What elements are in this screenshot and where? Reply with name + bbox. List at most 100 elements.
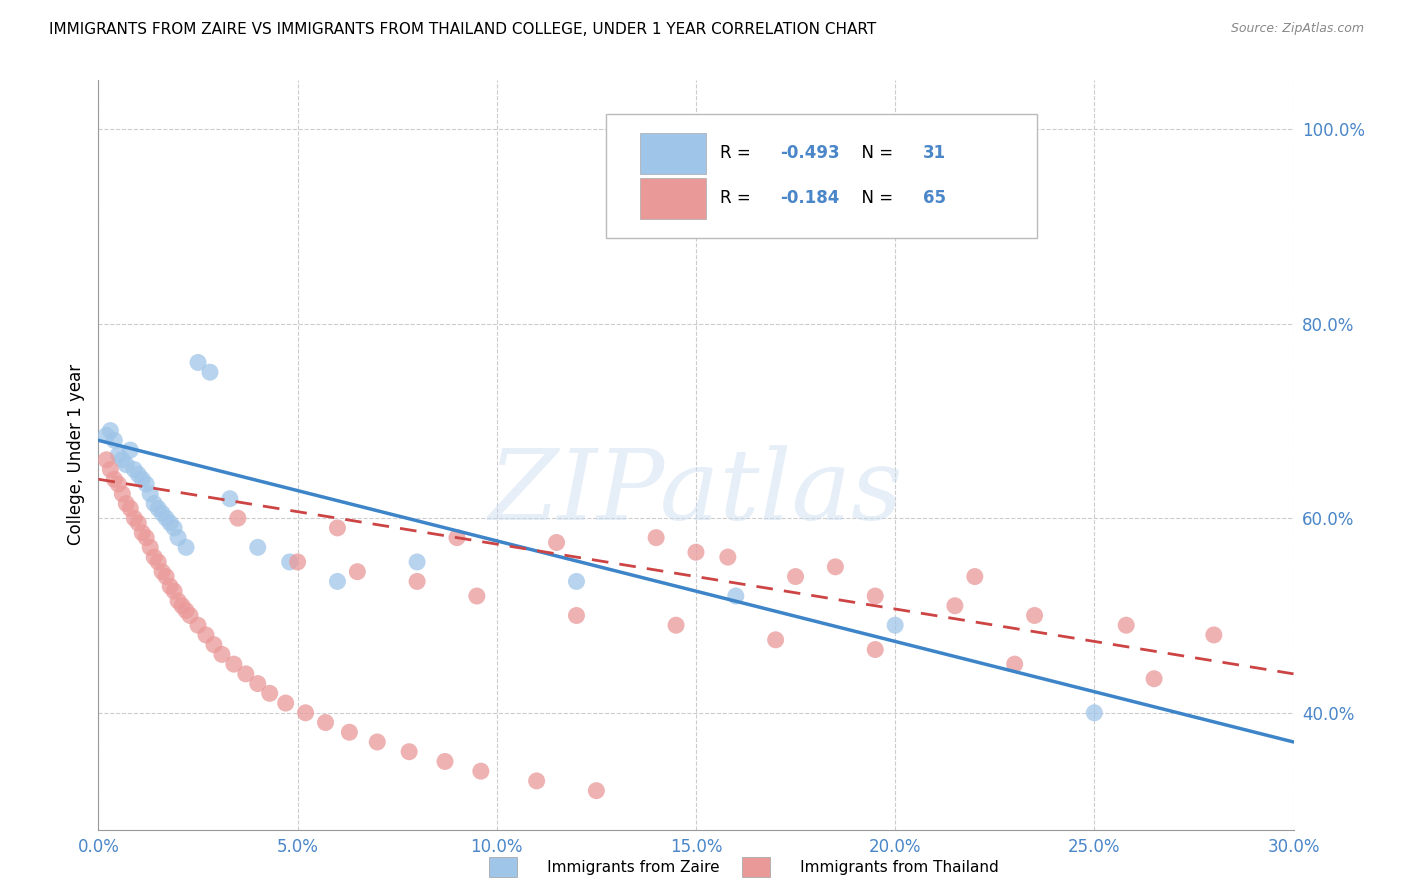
Point — [565, 574, 588, 589]
Point — [150, 506, 173, 520]
Point — [1143, 672, 1166, 686]
Point — [155, 511, 177, 525]
Point — [717, 550, 740, 565]
Point — [179, 608, 201, 623]
Point — [765, 632, 787, 647]
Text: Source: ZipAtlas.com: Source: ZipAtlas.com — [1230, 22, 1364, 36]
Point — [115, 458, 138, 472]
FancyBboxPatch shape — [640, 178, 706, 219]
Text: IMMIGRANTS FROM ZAIRE VS IMMIGRANTS FROM THAILAND COLLEGE, UNDER 1 YEAR CORRELAT: IMMIGRANTS FROM ZAIRE VS IMMIGRANTS FROM… — [49, 22, 876, 37]
Point — [159, 516, 181, 530]
Point — [1083, 706, 1105, 720]
Point — [159, 579, 181, 593]
Point — [406, 574, 429, 589]
Point — [111, 487, 134, 501]
FancyBboxPatch shape — [640, 133, 706, 174]
Point — [96, 428, 118, 442]
Point — [107, 448, 129, 462]
Point — [148, 501, 170, 516]
FancyBboxPatch shape — [606, 114, 1036, 237]
Point — [865, 589, 887, 603]
Point — [115, 497, 138, 511]
Point — [219, 491, 242, 506]
Point — [526, 773, 548, 788]
Point — [398, 745, 420, 759]
Point — [174, 541, 197, 555]
Point — [187, 618, 209, 632]
Point — [163, 521, 186, 535]
Point — [148, 555, 170, 569]
Point — [1004, 657, 1026, 672]
Point — [246, 676, 269, 690]
Text: Immigrants from Zaire: Immigrants from Zaire — [513, 860, 720, 874]
Text: -0.493: -0.493 — [780, 144, 839, 162]
Point — [174, 604, 197, 618]
Point — [963, 569, 986, 583]
Point — [294, 706, 316, 720]
Point — [943, 599, 966, 613]
Point — [259, 686, 281, 700]
Point — [585, 783, 607, 797]
Point — [1024, 608, 1046, 623]
Point — [211, 648, 233, 662]
Point — [1202, 628, 1225, 642]
Point — [107, 477, 129, 491]
Point — [315, 715, 337, 730]
Point — [135, 477, 157, 491]
Point — [274, 696, 297, 710]
Point — [202, 638, 225, 652]
Point — [96, 452, 118, 467]
Text: R =: R = — [720, 144, 756, 162]
Point — [222, 657, 245, 672]
Point — [139, 487, 162, 501]
Point — [172, 599, 194, 613]
Point — [446, 531, 468, 545]
Point — [346, 565, 368, 579]
Text: R =: R = — [720, 189, 756, 207]
Point — [187, 355, 209, 369]
Point — [465, 589, 488, 603]
Point — [785, 569, 807, 583]
Point — [155, 569, 177, 583]
Point — [120, 443, 142, 458]
Point — [131, 472, 153, 486]
Point — [884, 618, 907, 632]
Point — [366, 735, 388, 749]
Point — [326, 521, 349, 535]
Text: N =: N = — [852, 144, 898, 162]
Point — [470, 764, 492, 779]
Point — [434, 755, 457, 769]
Point — [120, 501, 142, 516]
Point — [127, 467, 149, 482]
Point — [326, 574, 349, 589]
Point — [665, 618, 688, 632]
Text: 31: 31 — [922, 144, 946, 162]
Point — [246, 541, 269, 555]
Point — [724, 589, 747, 603]
Point — [824, 559, 846, 574]
Point — [131, 525, 153, 540]
Y-axis label: College, Under 1 year: College, Under 1 year — [66, 364, 84, 546]
Point — [1115, 618, 1137, 632]
Point — [139, 541, 162, 555]
Point — [167, 594, 190, 608]
Point — [124, 511, 146, 525]
Point — [135, 531, 157, 545]
Text: 65: 65 — [922, 189, 946, 207]
Point — [103, 472, 125, 486]
Text: N =: N = — [852, 189, 898, 207]
Point — [278, 555, 301, 569]
Point — [163, 584, 186, 599]
Point — [127, 516, 149, 530]
Point — [226, 511, 249, 525]
Text: ZIPatlas: ZIPatlas — [489, 445, 903, 540]
Point — [865, 642, 887, 657]
Point — [143, 550, 166, 565]
Point — [645, 531, 668, 545]
Point — [98, 424, 122, 438]
Point — [167, 531, 190, 545]
Point — [287, 555, 309, 569]
Point — [339, 725, 361, 739]
Point — [103, 434, 125, 448]
Point — [546, 535, 568, 549]
